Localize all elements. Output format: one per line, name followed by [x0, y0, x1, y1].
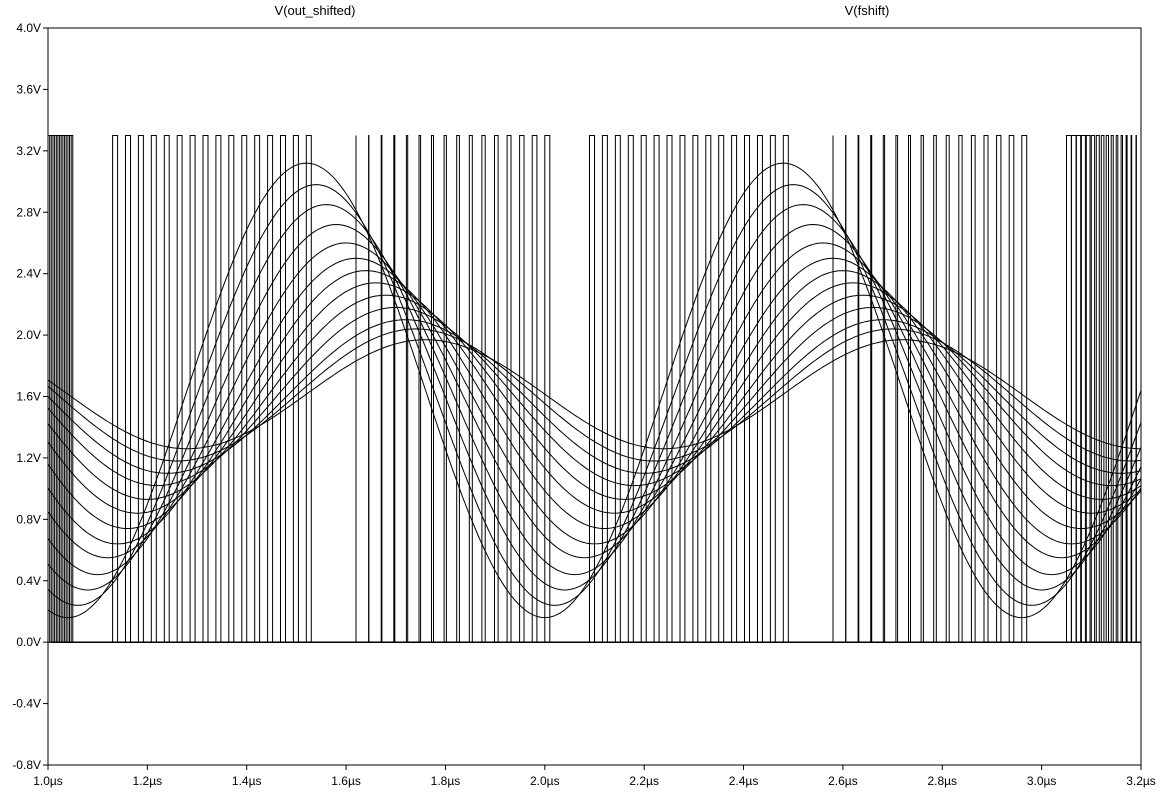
x-tick-label: 2.8µs	[927, 774, 957, 788]
y-tick-label: 2.0V	[16, 328, 41, 342]
fshift-trace	[48, 135, 1141, 643]
fshift-trace	[48, 135, 1141, 643]
fshift-trace	[48, 135, 1141, 643]
fshift-trace	[48, 135, 1141, 643]
fshift-trace	[48, 135, 1141, 643]
y-tick-label: 4.0V	[16, 21, 41, 35]
y-tick-label: 0.4V	[16, 574, 41, 588]
fshift-trace	[48, 135, 1141, 643]
y-tick-label: 3.6V	[16, 82, 41, 96]
x-tick-label: 1.4µs	[232, 774, 262, 788]
y-tick-label: 2.8V	[16, 205, 41, 219]
y-tick-label: 0.0V	[16, 635, 41, 649]
trace-layer	[47, 135, 1142, 643]
axes-layer: 4.0V 3.6V 3.2V 2.8V 2.4V 2.0V 1.6V 1.2V 0.8V 0.4V…	[12, 21, 1155, 788]
x-tick-label: 3.0µs	[1027, 774, 1057, 788]
y-tick-label: 1.2V	[16, 451, 41, 465]
x-tick-label: 2.6µs	[828, 774, 858, 788]
y-tick-label: -0.4V	[12, 697, 41, 711]
x-tick-label: 1.0µs	[33, 774, 63, 788]
y-tick-label: 3.2V	[16, 144, 41, 158]
x-tick-label: 3.2µs	[1126, 774, 1156, 788]
x-tick-label: 1.6µs	[331, 774, 361, 788]
trace-title-out-shifted[interactable]: V(out_shifted)	[274, 3, 356, 18]
fshift-trace	[48, 135, 1141, 643]
y-tick-label: 0.8V	[16, 512, 41, 526]
x-tick-label: 2.0µs	[530, 774, 560, 788]
fshift-trace	[48, 135, 1141, 643]
trace-title-fshift[interactable]: V(fshift)	[844, 3, 890, 18]
x-tick-label: 2.2µs	[629, 774, 659, 788]
fshift-trace	[48, 135, 1141, 643]
fshift-trace	[48, 135, 1141, 643]
fshift-trace	[48, 135, 1141, 643]
x-tick-label: 1.2µs	[133, 774, 163, 788]
fshift-trace	[48, 135, 1141, 643]
y-tick-label: 1.6V	[16, 390, 41, 404]
fshift-trace	[48, 135, 1142, 643]
fshift-trace	[48, 135, 1141, 643]
x-tick-label: 1.8µs	[431, 774, 461, 788]
y-tick-label: -0.8V	[12, 758, 41, 772]
y-tick-label: 2.4V	[16, 267, 41, 281]
fshift-trace	[47, 135, 1141, 643]
fshift-trace	[48, 135, 1141, 643]
x-tick-label: 2.4µs	[729, 774, 759, 788]
